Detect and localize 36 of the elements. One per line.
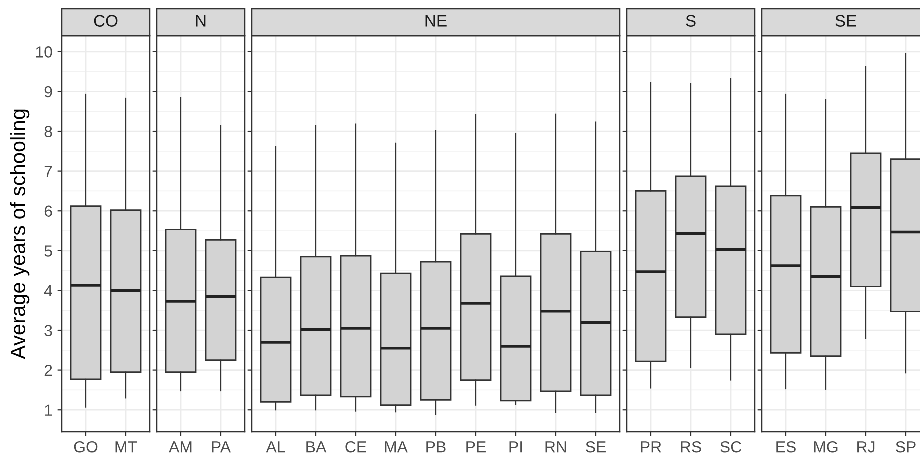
x-tick-label: RN — [546, 442, 566, 453]
y-tick-label: 9 — [44, 86, 52, 98]
x-tick-label: BA — [306, 442, 327, 453]
x-tick-label: PA — [212, 442, 232, 453]
chart-title: S — [686, 15, 696, 27]
y-axis-title: Average years of schooling — [10, 110, 30, 360]
x-tick-label: RS — [681, 441, 702, 453]
x-tick-label: GO — [74, 441, 98, 453]
y-tick-label: 1 — [45, 404, 52, 416]
chart-title: N — [196, 15, 206, 27]
x-tick-label: RJ — [858, 442, 875, 453]
x-tick-label: SE — [586, 441, 606, 453]
y-tick-label: 5 — [44, 246, 52, 257]
x-tick-label: PR — [641, 442, 662, 453]
x-tick-label: PI — [510, 442, 522, 453]
x-tick-label: PE — [466, 442, 486, 453]
x-tick-label: MA — [385, 442, 408, 453]
x-tick-label: CE — [346, 441, 366, 453]
y-tick-label: 10 — [36, 46, 52, 58]
x-tick-label: AL — [266, 442, 286, 453]
x-tick-label: PB — [426, 442, 446, 453]
y-tick-label: 6 — [44, 206, 52, 218]
x-tick-label: AM — [169, 442, 192, 453]
x-tick-label: SP — [896, 441, 916, 453]
x-tick-label: ES — [776, 441, 796, 453]
y-tick-label: 3 — [44, 325, 52, 336]
chart-title: NE — [426, 15, 447, 27]
chart-title: CO — [94, 15, 118, 27]
y-tick-label: 7 — [44, 166, 52, 178]
x-tick-label: MG — [814, 441, 838, 453]
y-tick-label: 4 — [44, 286, 53, 296]
x-tick-label: SC — [720, 441, 742, 453]
y-tick-label: 8 — [44, 126, 52, 138]
chart-title: SE — [836, 15, 856, 27]
x-tick-label: MT — [116, 442, 138, 453]
y-tick-label: 2 — [44, 364, 52, 376]
